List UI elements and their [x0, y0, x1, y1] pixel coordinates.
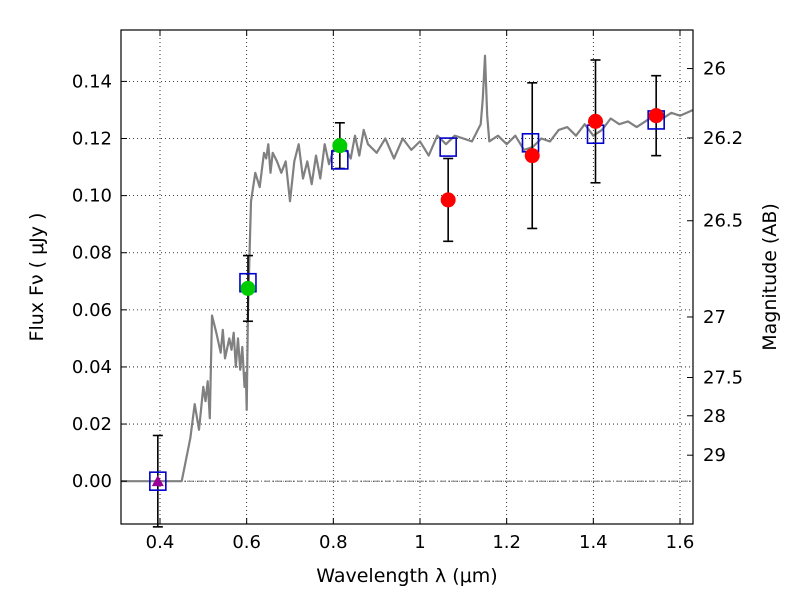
y-axis-ticks: 0.00 0.02 0.04 0.06 0.08 0.10 0.12 0.14	[72, 71, 127, 492]
plot-frame	[120, 29, 694, 525]
model-spectrum	[121, 54, 694, 483]
grid-lines	[121, 30, 693, 524]
spectrum-line	[121, 54, 694, 483]
model-square-marker	[149, 471, 167, 491]
x-tick-label: 1.4	[579, 532, 608, 553]
y-axis-label: Flux Fν ( μJy )	[26, 213, 48, 342]
y2-tick-label: 29	[703, 445, 726, 466]
x-tick-label: 0.4	[146, 532, 175, 553]
y-tick-label: 0.04	[72, 357, 112, 378]
y2-tick-label: 27.5	[703, 368, 743, 389]
y-tick-label: 0.10	[72, 186, 112, 207]
y-tick-label: 0.08	[72, 243, 112, 264]
circle-marker	[332, 138, 348, 154]
error-bars	[152, 59, 662, 528]
y2-tick-label: 28	[703, 406, 726, 427]
model-bandpass-points	[149, 110, 665, 491]
circle-marker	[648, 108, 664, 124]
x-tick-label: 1.6	[666, 532, 695, 553]
y-tick-label: 0.06	[72, 300, 112, 321]
x-axis-ticks: 0.4 0.6 0.8 1 1.2 1.4 1.6	[146, 30, 695, 553]
y-tick-label: 0.00	[72, 471, 112, 492]
y2-axis-label: Magnitude (AB)	[759, 203, 781, 351]
y2-axis-ticks: 26 26.2 26.5 27 27.5 28 29	[687, 59, 743, 466]
y2-tick-label: 26.5	[703, 211, 743, 232]
y-tick-label: 0.02	[72, 414, 112, 435]
x-tick-label: 1	[414, 532, 425, 553]
circle-marker	[440, 192, 456, 208]
x-tick-label: 0.8	[319, 532, 348, 553]
x-tick-label: 0.6	[232, 532, 261, 553]
y-tick-label: 0.14	[72, 71, 112, 92]
observed-points	[151, 108, 664, 487]
model-square-marker	[439, 137, 457, 157]
y2-tick-label: 26.2	[703, 128, 743, 149]
circle-marker	[588, 113, 603, 129]
x-axis-label: Wavelength λ (μm)	[316, 565, 497, 587]
y2-tick-label: 26	[703, 59, 726, 80]
triangle-marker	[151, 475, 164, 487]
y2-tick-label: 27	[703, 307, 726, 328]
y-tick-label: 0.12	[72, 129, 112, 150]
circle-marker	[524, 148, 540, 164]
circle-marker	[240, 280, 256, 296]
x-tick-label: 1.2	[492, 532, 521, 553]
